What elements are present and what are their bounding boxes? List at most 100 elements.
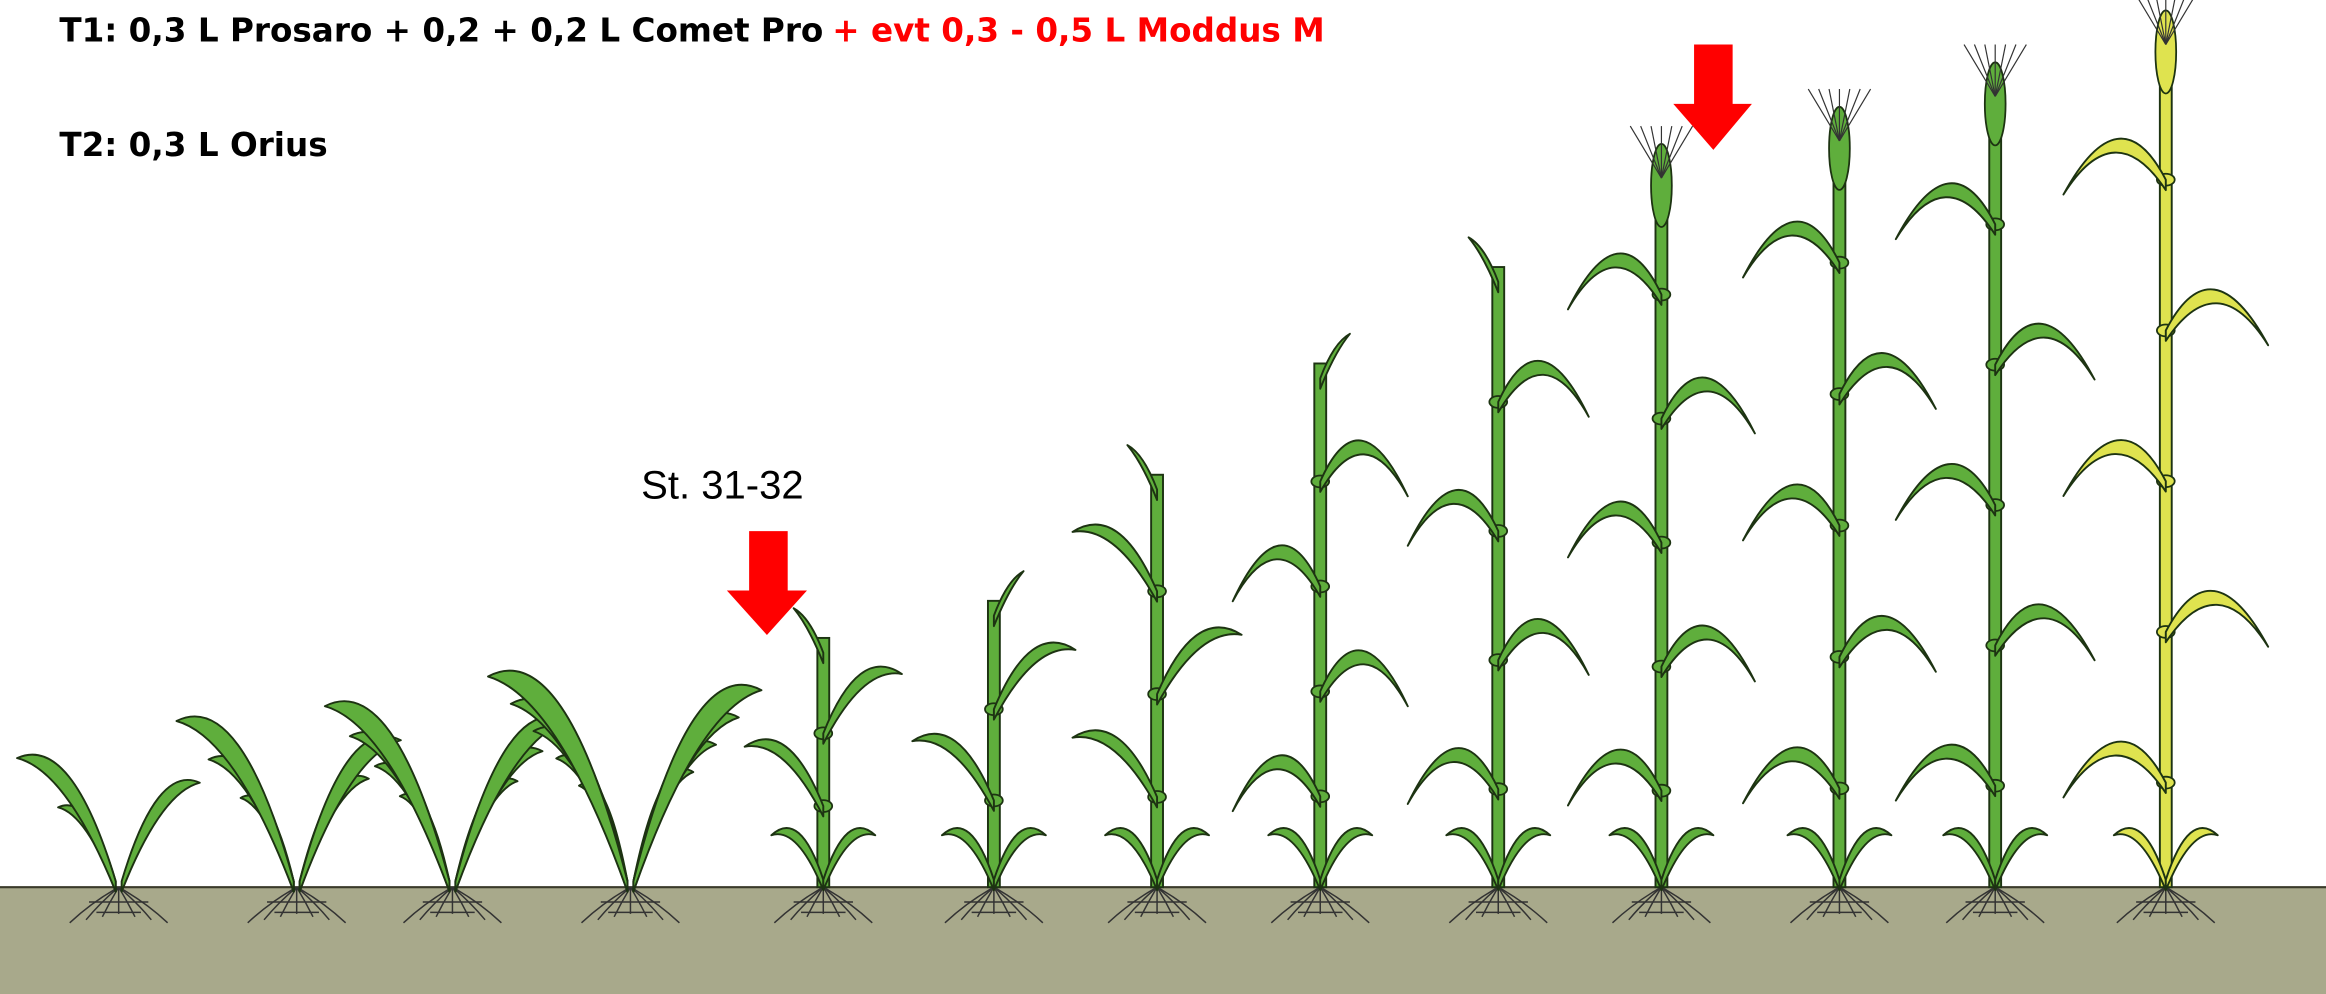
leaf: [298, 735, 402, 893]
plants: [16, 0, 2270, 924]
leaf: [1567, 500, 1663, 559]
awn: [2138, 0, 2167, 45]
leaf: [1126, 444, 1159, 501]
leaf: [1467, 236, 1500, 294]
leaf: [1231, 754, 1322, 813]
root: [1611, 886, 1662, 924]
root: [1965, 901, 2025, 914]
leaf: [2062, 137, 2167, 196]
root: [822, 886, 873, 924]
root: [2165, 886, 2216, 924]
leaf: [16, 753, 117, 893]
arrow-t2: [1673, 44, 1752, 150]
treatment-t2: T2: 0,3 L Orius: [59, 126, 327, 164]
leaf: [1942, 827, 1997, 892]
leaf: [1071, 729, 1159, 809]
leaf: [1497, 618, 1590, 676]
leaf: [1319, 439, 1409, 498]
leaf: [1838, 352, 1937, 410]
root: [1448, 886, 1499, 924]
leaf: [792, 607, 825, 665]
root: [773, 886, 824, 924]
leaf: [2062, 740, 2167, 799]
leaf: [1838, 827, 1893, 892]
root: [1468, 901, 1528, 914]
treatment-t1: T1: 0,3 L Prosaro + 0,2 + 0,2 L Comet Pr…: [59, 12, 1324, 50]
leaf: [2164, 288, 2270, 347]
leaf: [1497, 827, 1552, 892]
awn: [1660, 125, 1694, 179]
leaf: [1267, 827, 1322, 892]
awn: [1660, 125, 1673, 179]
root: [793, 901, 853, 914]
leaf: [1894, 463, 1997, 521]
root: [1839, 886, 1889, 924]
root: [944, 886, 995, 924]
awn: [1650, 125, 1663, 179]
t1-addition: + evt 0,3 - 0,5 L Moddus M: [832, 12, 1324, 50]
stage-label: St. 31-32: [641, 463, 804, 507]
leaf: [1994, 322, 2096, 381]
awn: [1828, 88, 1841, 142]
leaf: [323, 700, 451, 893]
arrow-t1: [726, 531, 807, 635]
leaf: [1742, 220, 1841, 279]
root: [1270, 886, 1321, 924]
awn: [1838, 88, 1851, 142]
awn: [1973, 44, 1996, 97]
root: [600, 901, 661, 914]
root: [1789, 886, 1840, 924]
root: [267, 901, 327, 914]
root: [1497, 886, 1548, 924]
leaf: [1071, 523, 1159, 603]
leaf: [120, 778, 201, 893]
t1-text: T1: 0,3 L Prosaro + 0,2 + 0,2 L Comet Pr…: [59, 12, 823, 50]
root: [1945, 886, 1996, 924]
leaf: [1660, 624, 1756, 683]
leaf: [1894, 743, 1997, 802]
leaf: [1567, 252, 1663, 311]
leaf: [1104, 827, 1159, 892]
awn: [1818, 88, 1840, 142]
leaf: [992, 641, 1077, 721]
root: [1319, 886, 1370, 924]
leaf: [632, 683, 763, 893]
leaf: [822, 665, 903, 745]
leaf: [992, 570, 1025, 628]
leaf: [1406, 747, 1500, 805]
leaf: [1319, 827, 1374, 892]
awn: [1807, 88, 1840, 142]
leaf: [743, 738, 825, 818]
leaf: [1994, 827, 2049, 892]
leaf: [2062, 439, 2167, 497]
awn: [1838, 88, 1861, 142]
root: [993, 886, 1044, 924]
root: [89, 901, 149, 914]
leaf: [1742, 483, 1841, 542]
root: [1661, 886, 1711, 924]
leaf: [1319, 332, 1351, 390]
leaf: [1445, 827, 1500, 892]
awn: [1640, 125, 1662, 179]
stem: [1150, 473, 1164, 889]
leaf: [1838, 615, 1937, 673]
leaf: [1497, 360, 1590, 418]
leaf: [2112, 827, 2167, 892]
leaf: [1742, 746, 1841, 805]
leaf: [1406, 489, 1500, 547]
leaf: [1567, 748, 1663, 807]
root: [1127, 901, 1187, 914]
awn: [1963, 44, 1996, 97]
root: [1809, 901, 1870, 914]
awn: [2165, 0, 2194, 45]
leaf: [2164, 827, 2219, 892]
stem: [816, 636, 831, 889]
leaf: [1660, 376, 1756, 435]
awn: [1838, 88, 1872, 142]
awn: [2156, 0, 2167, 45]
root: [964, 901, 1024, 914]
awn: [2165, 0, 2185, 45]
leaf: [2164, 590, 2270, 648]
